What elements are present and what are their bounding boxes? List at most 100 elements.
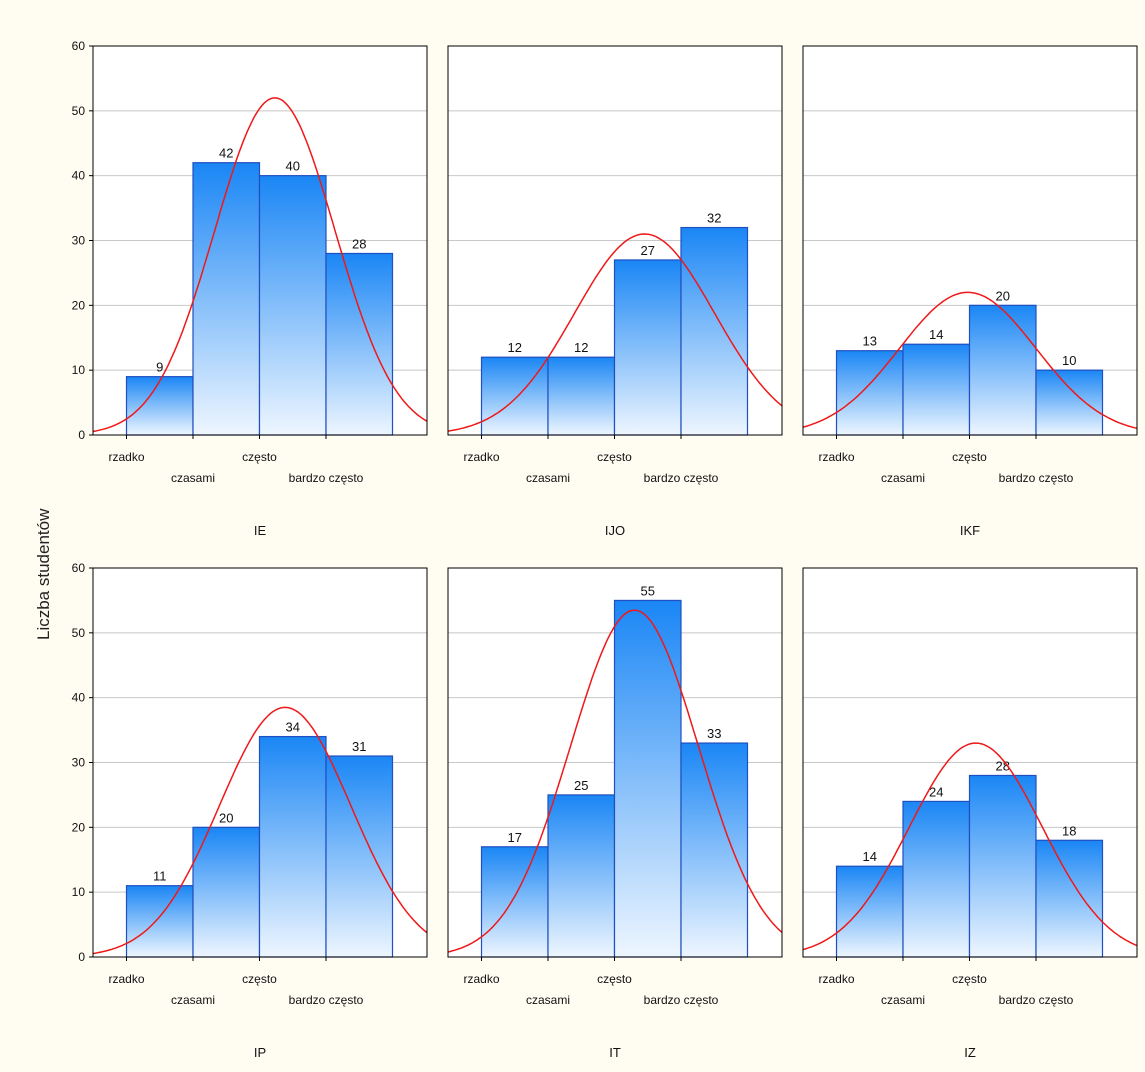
panel-title: IP: [254, 1045, 266, 1060]
x-category-label: rzadko: [818, 972, 854, 986]
y-tick-label: 60: [72, 561, 86, 575]
bar-value-label: 32: [707, 211, 721, 226]
y-tick-label: 60: [72, 39, 86, 53]
bar-value-label: 42: [219, 146, 233, 161]
x-category-label: bardzo często: [644, 993, 719, 1007]
normal-fit-curve: [447, 233, 783, 432]
x-category-label: rzadko: [108, 450, 144, 464]
bar-value-label: 20: [219, 810, 233, 825]
bar-value-label: 17: [508, 830, 522, 845]
bar-value-label: 20: [996, 288, 1010, 303]
bar-value-label: 31: [352, 739, 366, 754]
bar: [480, 846, 549, 958]
x-category-label: rzadko: [463, 972, 499, 986]
bar: [835, 865, 904, 958]
x-category-label: czasami: [171, 471, 215, 485]
bar-value-label: 12: [508, 340, 522, 355]
y-tick-label: 30: [72, 756, 86, 770]
normal-fit-curve: [802, 742, 1138, 951]
y-tick-label: 30: [72, 234, 86, 248]
bar: [125, 885, 194, 958]
bar-value-label: 28: [996, 758, 1010, 773]
x-category-label: często: [242, 972, 277, 986]
panel-title: IE: [254, 523, 267, 538]
bar: [192, 162, 261, 436]
normal-fit-curve: [92, 97, 428, 433]
bar: [835, 350, 904, 436]
normal-fit-curve: [802, 291, 1138, 430]
x-category-label: często: [952, 972, 987, 986]
y-tick-label: 40: [72, 169, 86, 183]
bar-value-label: 28: [352, 236, 366, 251]
y-tick-label: 0: [78, 950, 85, 964]
bar-value-label: 27: [641, 243, 655, 258]
bar: [680, 226, 749, 436]
panel-ijo: 12 12 27 32 rzadko czasami często bardzo często…: [447, 45, 783, 538]
x-category-label: rzadko: [108, 972, 144, 986]
bar-value-label: 55: [641, 583, 655, 598]
bar: [547, 794, 616, 958]
y-tick-label: 20: [72, 298, 86, 312]
x-category-label: czasami: [881, 471, 925, 485]
bar: [192, 826, 261, 958]
bar: [1035, 369, 1104, 436]
panel-title: IKF: [960, 523, 980, 538]
y-tick-label: 0: [78, 428, 85, 442]
x-category-label: czasami: [526, 471, 570, 485]
bar-value-label: 14: [929, 327, 943, 342]
panel-title: IZ: [964, 1045, 976, 1060]
y-tick-label: 40: [72, 691, 86, 705]
bar: [968, 774, 1037, 958]
bar-value-label: 24: [929, 784, 943, 799]
panel-ie: 0 10 20 30 40 50 60 9 42 40 28 rzadko czasami częstob…: [72, 39, 428, 538]
x-category-label: czasami: [526, 993, 570, 1007]
bar: [613, 599, 682, 958]
panel-it: 17 25 55 33 rzadko czasami często bardzo często…: [447, 567, 783, 1060]
panel-title: IT: [609, 1045, 621, 1060]
bar: [258, 735, 327, 958]
bar-value-label: 11: [153, 869, 167, 884]
bar-value-label: 18: [1062, 823, 1076, 838]
y-tick-label: 50: [72, 104, 86, 118]
bar: [547, 356, 616, 436]
panel-title: IJO: [605, 523, 625, 538]
x-category-label: czasami: [171, 993, 215, 1007]
x-category-label: rzadko: [463, 450, 499, 464]
bar-value-label: 40: [286, 159, 300, 174]
x-category-label: często: [597, 450, 632, 464]
x-category-label: rzadko: [818, 450, 854, 464]
y-tick-label: 10: [72, 885, 86, 899]
bar: [968, 304, 1037, 436]
bar: [325, 252, 394, 436]
bar: [1035, 839, 1104, 958]
x-category-label: bardzo często: [289, 993, 364, 1007]
bar-value-label: 9: [156, 360, 163, 375]
bar: [480, 356, 549, 436]
bar: [902, 800, 971, 958]
x-category-label: często: [952, 450, 987, 464]
bar: [613, 259, 682, 436]
bar-value-label: 25: [574, 778, 588, 793]
x-category-label: bardzo często: [644, 471, 719, 485]
x-category-label: bardzo często: [999, 993, 1074, 1007]
x-category-label: często: [242, 450, 277, 464]
x-category-label: często: [597, 972, 632, 986]
normal-fit-curve: [447, 609, 783, 953]
bar-value-label: 33: [707, 726, 721, 741]
bar: [680, 742, 749, 958]
x-category-label: bardzo często: [999, 471, 1074, 485]
bar: [258, 175, 327, 436]
bar-value-label: 10: [1062, 353, 1076, 368]
bar-value-label: 34: [286, 720, 300, 735]
bar: [902, 343, 971, 436]
bar: [325, 755, 394, 958]
x-category-label: bardzo często: [289, 471, 364, 485]
bar-value-label: 13: [863, 334, 877, 349]
x-category-label: czasami: [881, 993, 925, 1007]
y-tick-label: 20: [72, 820, 86, 834]
panel-ikf: 13 14 20 10 rzadko czasami często bardzo często…: [802, 45, 1138, 538]
bar-value-label: 14: [863, 849, 877, 864]
normal-fit-curve: [92, 706, 428, 955]
panel-ip: 0 10 20 30 40 50 60 11 20 34 31 rzadko czasami często…: [72, 561, 428, 1060]
